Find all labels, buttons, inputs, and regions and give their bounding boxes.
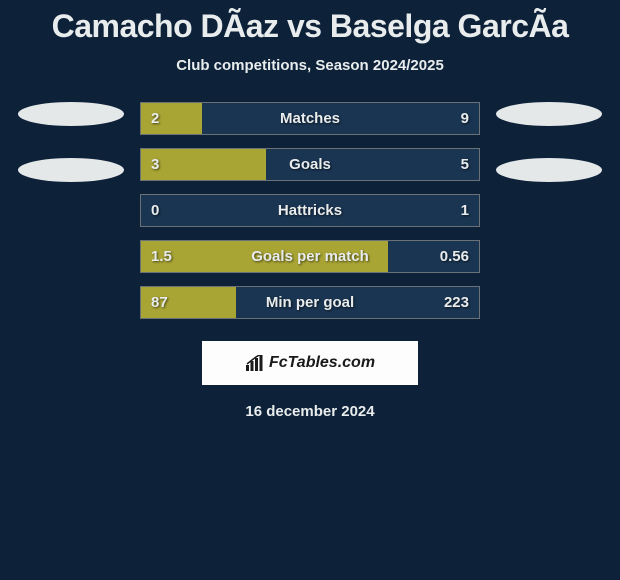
bar-fill: [141, 149, 266, 180]
stat-bar-hattricks: 0 Hattricks 1: [140, 194, 480, 227]
stat-right-value: 9: [461, 110, 469, 127]
stat-label: Goals: [289, 156, 331, 173]
brand-logo-box[interactable]: FcTables.com: [202, 341, 418, 385]
stats-comparison-card: Camacho DÃ­az vs Baselga GarcÃ­a Club co…: [0, 0, 620, 428]
team-logo-placeholder: [18, 158, 124, 182]
player-photo-placeholder: [18, 102, 124, 126]
stat-right-value: 1: [461, 202, 469, 219]
stat-right-value: 0.56: [440, 248, 469, 265]
left-player-col: [18, 102, 128, 182]
stat-right-value: 5: [461, 156, 469, 173]
stat-label: Min per goal: [266, 294, 354, 311]
team-logo-placeholder: [496, 158, 602, 182]
stat-left-value: 3: [151, 156, 159, 173]
stat-bar-goals-per-match: 1.5 Goals per match 0.56: [140, 240, 480, 273]
stats-area: 2 Matches 9 3 Goals 5 0 Hattricks 1 1.5 …: [10, 102, 610, 319]
stat-bar-min-per-goal: 87 Min per goal 223: [140, 286, 480, 319]
stat-right-value: 223: [444, 294, 469, 311]
page-title: Camacho DÃ­az vs Baselga GarcÃ­a: [10, 8, 610, 45]
stat-label: Hattricks: [278, 202, 342, 219]
stat-left-value: 2: [151, 110, 159, 127]
stat-left-value: 87: [151, 294, 168, 311]
right-player-col: [492, 102, 602, 182]
stat-left-value: 0: [151, 202, 159, 219]
stat-label: Matches: [280, 110, 340, 127]
date-text: 16 december 2024: [10, 403, 610, 420]
player-photo-placeholder: [496, 102, 602, 126]
stat-left-value: 1.5: [151, 248, 172, 265]
stat-bars-column: 2 Matches 9 3 Goals 5 0 Hattricks 1 1.5 …: [140, 102, 480, 319]
chart-icon: [245, 355, 265, 371]
subtitle: Club competitions, Season 2024/2025: [10, 57, 610, 74]
stat-bar-matches: 2 Matches 9: [140, 102, 480, 135]
stat-label: Goals per match: [251, 248, 369, 265]
brand-name: FcTables.com: [269, 354, 375, 372]
stat-bar-goals: 3 Goals 5: [140, 148, 480, 181]
